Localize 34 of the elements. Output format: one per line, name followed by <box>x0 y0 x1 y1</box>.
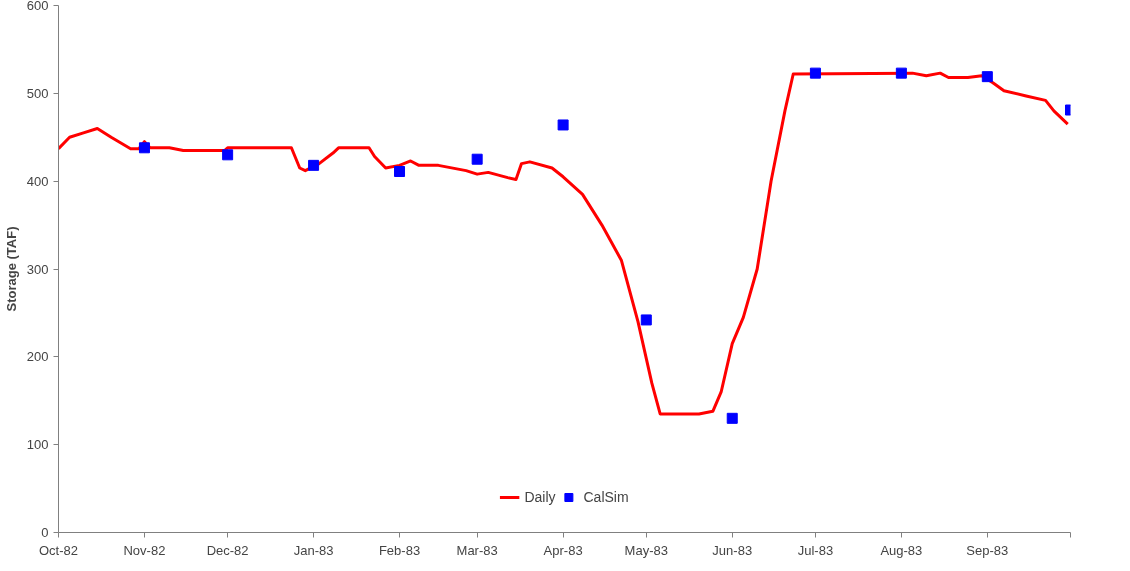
legend-label: CalSim <box>583 489 629 505</box>
x-tick-label: Mar-83 <box>456 542 498 558</box>
point <box>471 153 483 165</box>
y-tick-label: 500 <box>26 85 49 101</box>
x-tick-label: Oct-82 <box>38 542 79 558</box>
y-tick-label: 300 <box>26 261 49 277</box>
legend-label: Daily <box>524 489 556 505</box>
y-tick-label: 100 <box>26 437 49 453</box>
point <box>394 166 406 178</box>
point <box>809 67 821 79</box>
point <box>895 67 907 79</box>
y-tick-label: 400 <box>26 173 49 189</box>
x-tick-label: Apr-83 <box>543 542 583 558</box>
y-tick-label: 200 <box>26 349 49 365</box>
x-tick-label: May-83 <box>624 542 668 558</box>
x-tick-label: Dec-82 <box>206 542 249 558</box>
point <box>222 149 234 161</box>
x-tick-label: Sep-83 <box>966 542 1009 558</box>
point <box>308 159 320 171</box>
y-axis-title: Storage (TAF) <box>3 226 19 312</box>
point <box>138 142 150 154</box>
point <box>557 119 569 131</box>
point <box>640 314 652 326</box>
x-tick-label: Jul-83 <box>797 542 834 558</box>
point <box>981 71 993 83</box>
x-tick-label: Jun-83 <box>712 542 753 558</box>
x-tick-label: Aug-83 <box>880 542 923 558</box>
x-tick-label: Jan-83 <box>293 542 334 558</box>
y-tick-label: 600 <box>26 0 49 13</box>
line-series <box>58 71 1070 416</box>
x-tick-label: Nov-82 <box>123 542 166 558</box>
y-tick-label: 0 <box>41 525 49 540</box>
point <box>726 412 738 424</box>
x-tick-label: Feb-83 <box>378 542 421 558</box>
